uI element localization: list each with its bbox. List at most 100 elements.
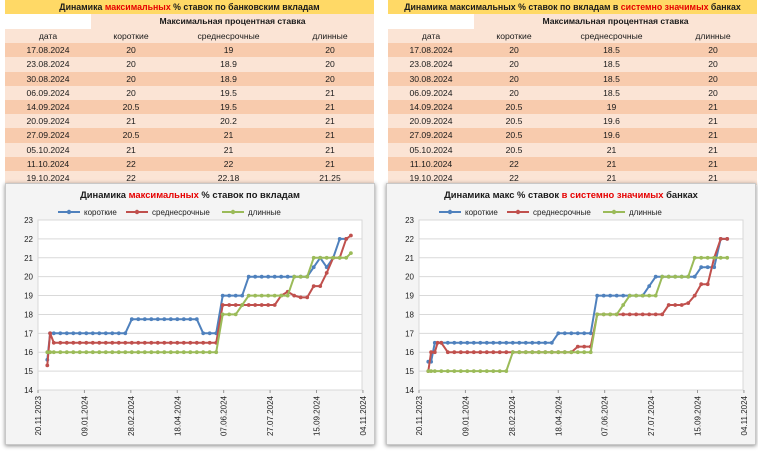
y-tick-label: 17 [24,329,33,338]
data-point-short [116,331,121,336]
data-point-long [608,312,613,317]
column-header-mid: среднесрочные [197,31,260,41]
data-point-mid [349,233,353,238]
data-point-short [614,293,619,298]
chart-plot: 14 15 16 17 18 19 20 21 22 23 20.11.2023 09.01.2024… [24,208,368,436]
data-point-short [259,274,264,279]
data-point-short [530,340,535,345]
data-point-short [103,331,108,336]
y-tick-label: 15 [24,367,33,376]
y-tick-label: 16 [405,348,414,357]
y-tick-label: 16 [24,348,33,357]
data-point-long [549,350,554,355]
data-point-long [233,312,238,317]
data-point-short [445,340,450,345]
table-cell: 21 [223,144,234,155]
table-max-rates: Динамика максимальных % ставок по банков… [5,0,374,186]
data-point-short [458,340,463,345]
data-point-long [103,350,108,355]
data-point-short [588,331,593,336]
y-tick-label: 20 [405,273,414,282]
x-tick-label: 07.06.2024 [601,395,610,436]
table-row: 17.08.2024 20 19 20 [5,43,374,58]
data-point-long [426,369,431,373]
data-point-short [175,317,180,322]
data-point-short [484,340,489,345]
data-point-long [491,369,496,373]
table-cell: 20 [325,59,335,70]
data-point-long [214,350,219,355]
y-tick-label: 21 [405,254,414,263]
data-point-long [311,255,316,260]
x-tick-label: 20.11.2023 [34,395,43,435]
table-cell: 20.5 [505,116,523,127]
data-point-short [497,340,502,345]
data-point-long [318,255,323,260]
data-point-mid [435,340,440,345]
table-cell: 20 [509,87,519,98]
y-tick-label: 23 [405,216,414,225]
data-point-short [227,293,232,298]
data-point-long [575,350,580,355]
data-point-mid [201,340,206,345]
data-point-long [337,255,342,260]
table-cell: 21 [708,116,718,127]
data-point-short [569,331,574,336]
data-point-long [298,274,303,279]
data-point-short [595,293,600,298]
column-header-short: короткие [496,31,532,41]
table-title: Динамика максимальных % ставок по вклада… [388,0,757,14]
data-point-mid [445,350,450,355]
data-point-mid [298,295,303,300]
table-cell: 20.09.2024 [409,116,453,127]
table-row: 20.09.2024 20.5 19.6 21 [388,114,757,129]
data-point-short [77,331,82,336]
table-cell: 19.10.2024 [409,172,453,183]
data-point-mid [162,340,167,345]
data-point-mid [227,303,232,307]
data-point-short [58,331,63,336]
data-point-long [614,312,619,317]
data-point-short [71,331,76,336]
data-point-short [324,265,329,270]
table-cell: 20.09.2024 [26,116,70,127]
table-cell: 21 [325,87,335,98]
table-cell: 18.9 [220,59,237,70]
column-header-date: дата [38,31,58,41]
data-point-short [536,340,541,345]
table-row: 30.08.2024 20 18.5 20 [388,71,757,86]
y-tick-label: 14 [24,386,33,395]
legend-label-mid: среднесрочные [533,208,591,217]
data-point-short [337,237,342,241]
table-cell: 21 [708,101,718,112]
data-point-mid [699,282,704,287]
data-point-mid [45,363,50,368]
table-cell: 21 [708,144,718,155]
column-header-long: длинные [312,31,348,41]
data-point-long [246,293,251,298]
data-point-long [162,350,167,355]
data-point-long [679,274,684,279]
table-cell: 21 [606,144,617,155]
x-tick-label: 04.11.2024 [359,395,368,435]
data-point-mid [686,301,691,305]
data-point-long [292,274,297,279]
data-point-long [588,350,593,355]
table-cell: 20 [509,45,519,56]
data-point-mid [478,350,483,355]
x-tick-label: 18.04.2024 [173,395,182,436]
data-point-long [207,350,212,355]
data-point-long [149,350,154,355]
data-point-long [188,350,193,355]
data-point-short [705,265,710,270]
x-tick-label: 07.06.2024 [220,395,229,436]
data-point-long [344,255,349,260]
table-cell: 20 [708,45,718,56]
data-point-mid [679,303,684,307]
data-point-mid [149,340,154,345]
y-tick-label: 18 [405,310,414,319]
data-point-mid [90,340,95,345]
data-point-mid [582,344,587,349]
table-cell: 19.6 [603,116,620,127]
table-cell: 30.08.2024 [26,73,70,84]
